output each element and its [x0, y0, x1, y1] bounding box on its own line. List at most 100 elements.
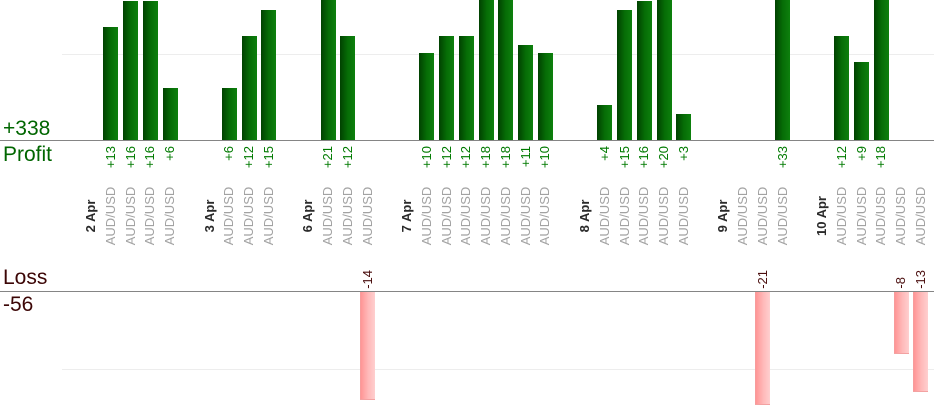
rotated-text: 7 Apr — [399, 199, 415, 233]
rotated-text: +15 — [260, 146, 276, 169]
rotated-text: +12 — [458, 146, 474, 169]
rotated-text: 9 Apr — [715, 199, 731, 233]
loss-axis-line — [0, 291, 934, 292]
profit-bar[interactable] — [873, 0, 889, 140]
rotated-text: AUD/USD — [122, 186, 138, 246]
symbol-label: AUD/USD — [162, 187, 178, 246]
loss-bar[interactable] — [755, 292, 771, 405]
loss-bar[interactable] — [360, 292, 376, 400]
value-label: +18 — [873, 146, 889, 168]
rotated-text: +12 — [241, 146, 257, 169]
symbol-label: AUD/USD — [775, 187, 791, 246]
rotated-text: AUD/USD — [636, 186, 652, 246]
date-label: 7 Apr — [399, 200, 415, 233]
profit-bar[interactable] — [676, 114, 692, 140]
profit-bar[interactable] — [537, 53, 553, 140]
symbol-label: AUD/USD — [913, 187, 929, 246]
rotated-text: +9 — [853, 146, 869, 161]
rotated-text: -8 — [893, 277, 909, 289]
rotated-text: AUD/USD — [893, 186, 909, 246]
rotated-text: +12 — [339, 146, 355, 169]
profit-axis-line — [0, 140, 934, 141]
rotated-text: -14 — [359, 270, 375, 289]
value-label: +6 — [162, 146, 178, 161]
rotated-text: +15 — [616, 146, 632, 169]
profit-bar[interactable] — [261, 10, 277, 140]
value-label: -14 — [360, 270, 376, 289]
profit-bar[interactable] — [419, 53, 435, 140]
profit-bar[interactable] — [340, 36, 356, 140]
symbol-label: AUD/USD — [123, 187, 139, 246]
rotated-text: AUD/USD — [774, 186, 790, 246]
profit-bar[interactable] — [142, 1, 158, 140]
symbol-label: AUD/USD — [854, 187, 870, 246]
profit-bar[interactable] — [103, 27, 119, 140]
rotated-text: AUD/USD — [616, 186, 632, 246]
symbol-label: AUD/USD — [241, 187, 257, 246]
value-label: +12 — [834, 146, 850, 168]
value-label: -13 — [913, 270, 929, 289]
profit-bar[interactable] — [834, 36, 850, 140]
rotated-text: AUD/USD — [873, 186, 889, 246]
value-label: +4 — [597, 146, 613, 161]
value-label: +11 — [518, 146, 534, 167]
symbol-label: AUD/USD — [617, 187, 633, 246]
profit-bar[interactable] — [123, 1, 139, 140]
loss-gridline — [62, 369, 934, 370]
value-label: +9 — [854, 146, 870, 161]
rotated-text: AUD/USD — [418, 186, 434, 246]
value-label: +3 — [676, 146, 692, 161]
rotated-text: AUD/USD — [260, 186, 276, 246]
rotated-text: +10 — [418, 146, 434, 169]
profit-bar[interactable] — [498, 0, 514, 140]
profit-bar[interactable] — [162, 88, 178, 140]
value-label: +15 — [617, 146, 633, 168]
rotated-text: +12 — [833, 146, 849, 169]
rotated-text: AUD/USD — [537, 186, 553, 246]
rotated-text: AUD/USD — [320, 186, 336, 246]
symbol-label: AUD/USD — [735, 187, 751, 246]
date-label: 10 Apr — [814, 196, 830, 236]
rotated-text: +18 — [873, 146, 889, 169]
symbol-label: AUD/USD — [340, 187, 356, 246]
profit-bar[interactable] — [775, 0, 791, 140]
symbol-label: AUD/USD — [419, 187, 435, 246]
rotated-text: AUD/USD — [359, 186, 375, 246]
value-label: +16 — [636, 146, 652, 168]
rotated-text: +10 — [537, 146, 553, 169]
rotated-text: AUD/USD — [912, 186, 928, 246]
profit-bar[interactable] — [617, 10, 633, 140]
profit-bar[interactable] — [241, 36, 257, 140]
loss-axis-title: Loss — [3, 266, 48, 289]
profit-bar[interactable] — [656, 0, 672, 140]
rotated-text: AUD/USD — [221, 186, 237, 246]
profit-bar[interactable] — [221, 88, 237, 140]
symbol-label: AUD/USD — [142, 187, 158, 246]
profit-bar[interactable] — [458, 36, 474, 140]
rotated-text: 8 Apr — [577, 199, 592, 233]
rotated-text: AUD/USD — [497, 186, 513, 246]
loss-bar[interactable] — [913, 292, 929, 392]
profit-bar[interactable] — [854, 62, 870, 140]
loss-total-label: -56 — [3, 293, 34, 316]
rotated-text: +18 — [478, 146, 494, 169]
loss-bar[interactable] — [893, 292, 909, 354]
loss-bars-layer — [0, 292, 934, 405]
profit-bar[interactable] — [320, 0, 336, 140]
symbol-label: AUD/USD — [478, 187, 494, 246]
symbol-label: AUD/USD — [636, 187, 652, 246]
profit-bar[interactable] — [439, 36, 455, 140]
rotated-text: +16 — [142, 146, 158, 169]
profit-bar[interactable] — [597, 105, 613, 140]
profit-bar[interactable] — [636, 1, 652, 140]
value-label: +10 — [537, 146, 553, 168]
symbol-label: AUD/USD — [360, 187, 376, 246]
profit-bar[interactable] — [478, 0, 494, 140]
value-label: +16 — [123, 146, 139, 168]
value-label: +6 — [221, 146, 237, 161]
rotated-text: -13 — [912, 270, 928, 289]
date-label: 2 Apr — [83, 200, 99, 233]
rotated-text: AUD/USD — [596, 186, 612, 246]
profit-bars-layer — [0, 0, 934, 140]
profit-bar[interactable] — [518, 45, 534, 140]
